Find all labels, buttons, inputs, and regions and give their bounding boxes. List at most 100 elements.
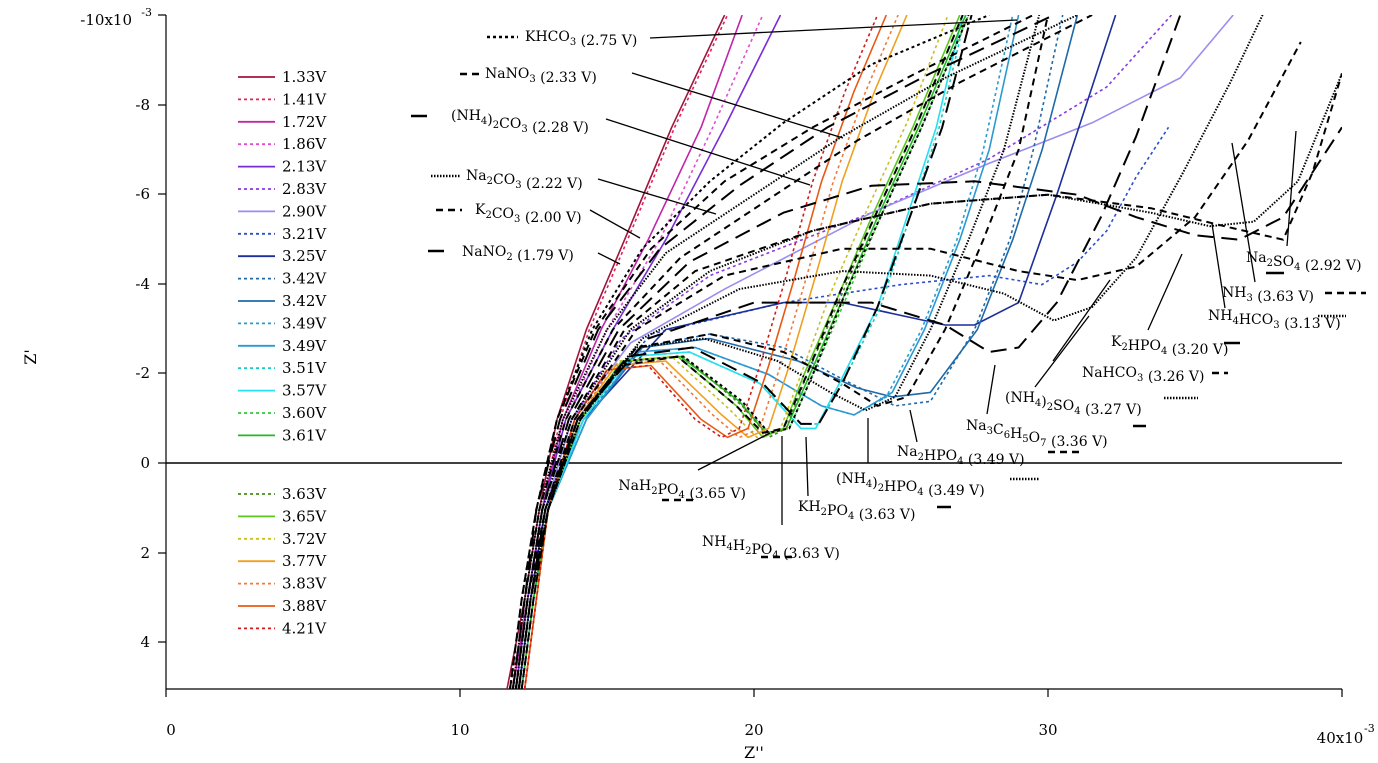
annotation-leader <box>631 72 844 139</box>
legend-label: 3.83V <box>282 575 327 593</box>
legend-label: 3.88V <box>282 597 327 615</box>
series-line <box>523 15 961 689</box>
annotation-leader <box>1231 142 1256 283</box>
y-ticks <box>158 14 166 643</box>
series-line <box>517 15 1182 689</box>
annotation: Na2CO3 (2.22 V) <box>431 168 717 215</box>
annotation: Na3C6H5O7 (3.36 V) <box>966 364 1146 450</box>
legend-label: 1.72V <box>282 113 327 131</box>
x-tick-label: 30 <box>1038 721 1057 739</box>
annotation-label: K2CO3 (2.00 V) <box>475 202 582 226</box>
legend-label: 3.57V <box>282 382 327 400</box>
legend-label: 3.42V <box>282 270 327 288</box>
annotation-label: Na2SO4 (2.92 V) <box>1246 250 1362 274</box>
annotation-label: NH4HCO3 (3.13 V) <box>1208 308 1341 332</box>
legend-label: 3.60V <box>282 404 327 422</box>
annotation-label: NaNO2 (1.79 V) <box>462 244 574 264</box>
annotation: Na2HPO4 (3.49 V) <box>897 409 1082 468</box>
annotation-leader <box>805 436 809 497</box>
annotation-leader <box>1286 130 1297 247</box>
annotation-leader <box>597 252 621 265</box>
legend-label: 2.13V <box>282 158 327 176</box>
y-tick-label: -8 <box>135 96 150 114</box>
legend: 1.33V 1.41V 1.72V 1.86V 2.13V 2.83V 2.90V 3.21V… <box>238 68 327 637</box>
annotation: Na2SO4 (2.92 V) <box>1246 130 1362 275</box>
annotation-label: (NH4)2CO3 (2.28 V) <box>451 108 589 136</box>
series-line <box>511 15 1055 689</box>
series-line <box>523 15 899 689</box>
annotation: KHCO3 (2.75 V) <box>487 19 1018 49</box>
annotation: NaNO2 (1.79 V) <box>428 244 621 265</box>
series-line <box>514 73 1342 689</box>
legend-label: 3.25V <box>282 247 327 265</box>
legend-label: 3.49V <box>282 337 327 355</box>
legend-label: 3.63V <box>282 485 327 503</box>
series-line <box>511 15 1093 689</box>
annotation-leader <box>986 364 996 415</box>
legend-label: 3.77V <box>282 552 327 570</box>
series-line <box>520 15 964 689</box>
annotation-label: KHCO3 (2.75 V) <box>525 29 637 49</box>
series-line <box>520 15 1064 689</box>
legend-label: 1.86V <box>282 135 327 153</box>
series-line <box>514 73 1342 689</box>
annotation: KH2PO4 (3.63 V) <box>798 436 951 523</box>
annotation: (NH4)2CO3 (2.28 V) <box>411 108 811 186</box>
annotation-label: NH3 (3.63 V) <box>1222 285 1314 305</box>
legend-label: 1.33V <box>282 68 327 86</box>
annotations: KHCO3 (2.75 V) NaNO3 (2.33 V) (NH4)2CO3 (2… <box>411 19 1366 562</box>
annotation-label: K2HPO4 (3.20 V) <box>1111 334 1228 358</box>
legend-label: 3.49V <box>282 314 327 332</box>
legend-label: 4.21V <box>282 619 327 637</box>
annotation-label: (NH4)2HPO4 (3.49 V) <box>836 471 985 499</box>
y-tick-label: 4 <box>140 633 150 651</box>
annotation-label: NaNO3 (2.33 V) <box>485 66 597 86</box>
annotation-label: (NH4)2SO4 (3.27 V) <box>1005 390 1142 418</box>
annotation-leader <box>589 209 641 239</box>
y-tick-label: -10x10 <box>80 11 132 29</box>
series-line <box>520 15 970 689</box>
x-axis-title: Z'' <box>744 743 764 762</box>
annotation-label: NH4H2PO4 (3.63 V) <box>702 534 840 562</box>
series-line <box>514 126 1342 689</box>
series-group <box>506 15 1342 689</box>
annotation: NaH2PO4 (3.65 V) <box>618 432 771 502</box>
x-tick-label: 10 <box>450 721 469 739</box>
annotation: K2HPO4 (3.20 V) <box>1111 253 1240 358</box>
series-line <box>515 15 782 689</box>
y-tick-labels: -10x10 -3 -8 -6 -4 -2 0 2 4 <box>80 6 152 651</box>
legend-label: 3.42V <box>282 292 327 310</box>
x-ticks <box>165 689 1343 697</box>
annotation-leader <box>909 409 918 443</box>
y-tick-label: -6 <box>135 185 150 203</box>
annotation: NH4HCO3 (3.13 V) <box>1208 223 1346 332</box>
annotation-label: Na3C6H5O7 (3.36 V) <box>966 418 1108 450</box>
annotation-leader <box>1034 315 1090 388</box>
annotation: NaNO3 (2.33 V) <box>460 66 844 139</box>
series-line <box>523 15 964 689</box>
annotation-label: KH2PO4 (3.63 V) <box>798 499 915 523</box>
series-line <box>515 15 1173 689</box>
annotation-leader <box>1052 279 1111 362</box>
x-tick-label: 40x10 <box>1317 729 1364 747</box>
y-axis-title: Z' <box>21 349 40 365</box>
y-tick-exponent: -3 <box>141 6 152 19</box>
y-tick-label: 2 <box>140 544 150 562</box>
annotation-label: NaH2PO4 (3.65 V) <box>618 478 746 502</box>
annotation-label: Na2HPO4 (3.49 V) <box>897 444 1025 468</box>
annotation-leader <box>1211 223 1226 309</box>
legend-label: 3.65V <box>282 507 327 525</box>
annotation-label: Na2CO3 (2.22 V) <box>466 168 583 192</box>
annotation-leader <box>697 432 771 471</box>
annotation: (NH4)2HPO4 (3.49 V) <box>836 418 1040 499</box>
y-tick-label: -2 <box>135 364 150 382</box>
series-line <box>523 15 879 689</box>
legend-label: 3.61V <box>282 426 327 444</box>
series-line <box>523 15 949 689</box>
x-tick-label: 0 <box>166 721 176 739</box>
series-line <box>517 15 1049 689</box>
series-line <box>512 15 764 689</box>
legend-label: 1.41V <box>282 90 327 108</box>
series-line <box>509 15 729 689</box>
